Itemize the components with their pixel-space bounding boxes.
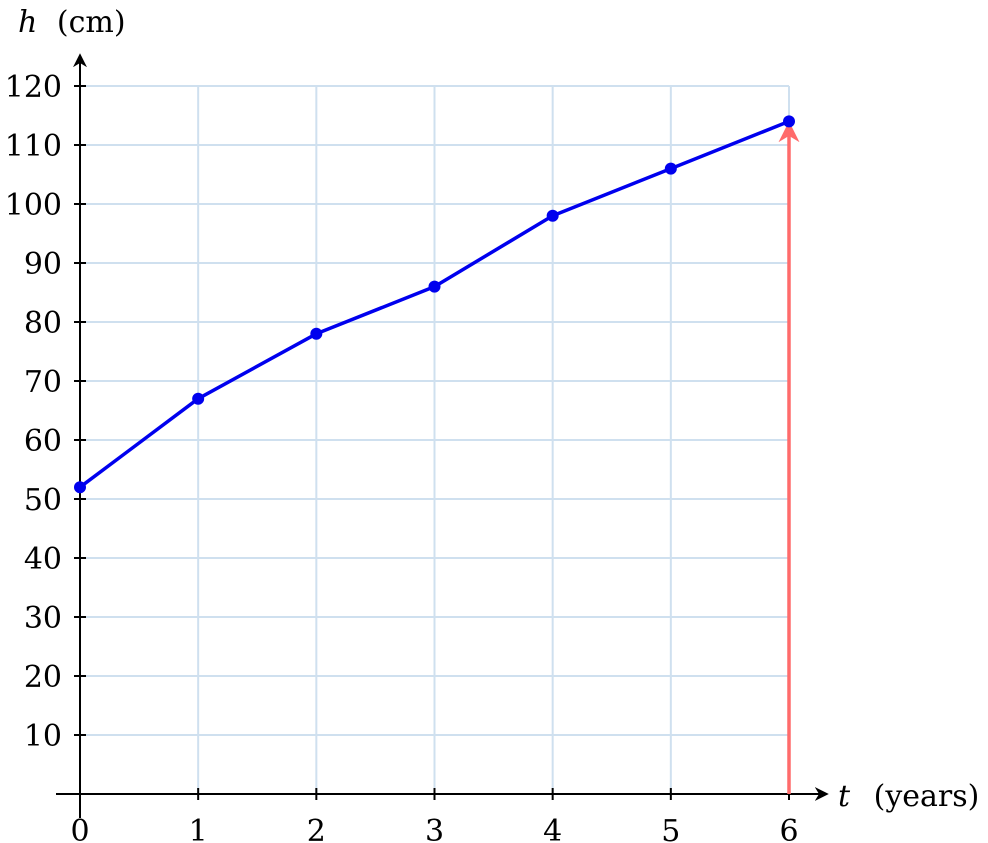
axes: [56, 53, 829, 818]
y-axis-unit: (cm): [57, 5, 126, 40]
y-tick-label: 60: [24, 424, 62, 459]
y-tick-label: 20: [24, 660, 62, 695]
y-tick-label: 90: [24, 247, 62, 282]
y-tick-label: 100: [5, 188, 62, 223]
x-tick-label: 3: [425, 814, 444, 843]
y-axis-label: h (cm): [18, 5, 126, 40]
x-tick-label: 1: [189, 814, 208, 843]
y-tick-label: 110: [5, 129, 62, 164]
x-axis-unit: (years): [874, 779, 980, 814]
x-tick-label: 6: [779, 814, 798, 843]
x-tick-label: 5: [661, 814, 680, 843]
x-axis-variable: t: [838, 779, 851, 814]
y-tick-label: 80: [24, 306, 62, 341]
data-point: [428, 280, 441, 293]
series: [74, 115, 795, 494]
x-tick-label: 4: [543, 814, 562, 843]
x-tick-label: 0: [70, 814, 89, 843]
data-point: [74, 481, 86, 494]
y-tick-label: 120: [5, 70, 62, 105]
y-axis-variable: h: [18, 5, 37, 40]
y-tick-label: 50: [24, 483, 62, 518]
y-tick-label: 30: [24, 601, 62, 636]
data-point: [310, 327, 323, 340]
data-point: [783, 115, 795, 128]
y-tick-label: 70: [24, 365, 62, 400]
y-tick-label: 40: [24, 542, 62, 577]
grid: [80, 85, 790, 794]
y-tick-label: 10: [24, 719, 62, 754]
data-point: [192, 392, 205, 405]
data-point: [664, 162, 677, 175]
data-point: [546, 209, 559, 222]
x-tick-label: 2: [307, 814, 326, 843]
ticks: 0 1 2 3 4 5 6 10 20 30 40 50 60 70 80 90 100 110 120: [5, 70, 799, 843]
x-axis-label: t (years): [838, 779, 979, 814]
